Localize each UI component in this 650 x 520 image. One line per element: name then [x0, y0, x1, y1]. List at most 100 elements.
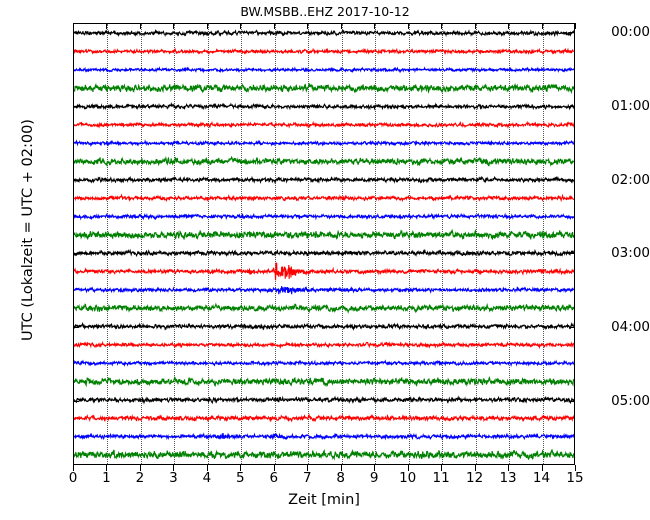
x-axis-label: Zeit [min]: [288, 492, 360, 508]
y-axis-label: UTC (Lokalzeit = UTC + 02:00): [20, 119, 36, 341]
x-tick-mark-7: [307, 465, 309, 471]
trace-0500: [74, 397, 574, 403]
y-tick-mark-right-0300: [569, 253, 575, 255]
y-tick-label-0300: 03:00: [611, 245, 650, 262]
x-tick-label-13: 13: [499, 470, 517, 486]
page-title: BW.MSBB..EHZ 2017-10-12: [240, 4, 410, 19]
gridline-minute-4: [207, 24, 209, 464]
y-tick-label-0400: 04:00: [611, 318, 650, 335]
trace-0400: [74, 324, 574, 329]
gridline-minute-7: [308, 24, 310, 464]
x-tick-label-7: 7: [302, 470, 312, 486]
y-tick-mark-0100: [73, 105, 79, 107]
x-tick-mark-top-12: [474, 23, 476, 29]
trace-0130: [74, 141, 574, 145]
trace-0015: [74, 49, 574, 53]
y-tick-mark-0500: [73, 400, 79, 402]
x-tick-label-12: 12: [466, 470, 484, 486]
x-tick-label-10: 10: [399, 470, 417, 486]
trace-0530: [74, 433, 574, 439]
gridline-minute-1: [107, 24, 109, 464]
y-tick-mark-right-0400: [569, 326, 575, 328]
x-tick-label-8: 8: [336, 470, 346, 486]
y-tick-mark-0300: [73, 253, 79, 255]
x-tick-mark-4: [206, 465, 208, 471]
trace-layer: [74, 24, 574, 464]
x-tick-mark-14: [541, 465, 543, 471]
x-tick-mark-top-10: [407, 23, 409, 29]
x-tick-mark-top-3: [173, 23, 175, 29]
x-tick-mark-top-5: [240, 23, 242, 29]
x-tick-label-3: 3: [169, 470, 178, 486]
x-tick-mark-10: [407, 465, 409, 471]
trace-0430: [74, 361, 574, 365]
gridline-minute-8: [341, 24, 343, 464]
trace-0215: [74, 195, 574, 200]
grid-layer: [74, 24, 574, 464]
x-tick-label-2: 2: [135, 470, 145, 486]
y-tick-mark-right-0000: [569, 32, 575, 34]
x-tick-label-9: 9: [369, 470, 379, 486]
y-tick-mark-0200: [73, 179, 79, 181]
gridline-minute-9: [375, 24, 377, 464]
x-tick-mark-top-2: [139, 23, 141, 29]
x-tick-mark-13: [508, 465, 510, 471]
gridline-minute-14: [542, 24, 544, 464]
trace-0330: [74, 286, 574, 294]
x-tick-mark-15: [575, 465, 576, 471]
trace-0315: [74, 263, 574, 281]
trace-0115: [74, 123, 574, 127]
x-tick-label-4: 4: [202, 470, 212, 486]
trace-0000: [74, 31, 574, 36]
x-tick-mark-12: [474, 465, 476, 471]
y-tick-label-0100: 01:00: [611, 97, 650, 114]
x-tick-mark-9: [374, 465, 376, 471]
x-tick-mark-top-4: [206, 23, 208, 29]
trace-0545: [74, 450, 574, 459]
trace-0415: [74, 342, 574, 347]
trace-0030: [74, 68, 574, 71]
x-tick-mark-top-7: [307, 23, 309, 29]
x-tick-label-1: 1: [102, 470, 111, 486]
x-tick-mark-top-14: [541, 23, 543, 29]
y-tick-mark-right-0200: [569, 179, 575, 181]
x-tick-mark-5: [240, 465, 242, 471]
x-tick-mark-top-6: [273, 23, 275, 29]
trace-0100: [74, 104, 574, 109]
gridline-minute-12: [475, 24, 477, 464]
trace-0445: [74, 377, 574, 385]
x-tick-mark-top-11: [441, 23, 443, 29]
x-tick-mark-8: [340, 465, 342, 471]
gridline-minute-10: [408, 24, 410, 464]
y-tick-mark-0000: [73, 32, 79, 34]
x-tick-mark-1: [106, 465, 108, 471]
x-tick-mark-3: [173, 465, 175, 471]
y-tick-label-0500: 05:00: [611, 392, 650, 409]
x-tick-label-14: 14: [532, 470, 551, 486]
y-tick-mark-right-0100: [569, 105, 575, 107]
x-tick-label-11: 11: [432, 470, 450, 486]
x-tick-label-15: 15: [566, 470, 584, 486]
y-tick-label-0000: 00:00: [611, 24, 650, 41]
gridline-minute-3: [174, 24, 176, 464]
y-tick-label-0200: 02:00: [611, 171, 650, 188]
trace-0200: [74, 177, 574, 182]
x-tick-mark-2: [139, 465, 141, 471]
trace-0515: [74, 415, 574, 421]
trace-0345: [74, 304, 574, 312]
trace-0300: [74, 251, 574, 256]
gridline-minute-2: [140, 24, 142, 464]
gridline-minute-5: [241, 24, 243, 464]
plot-area[interactable]: [73, 23, 575, 465]
x-tick-label-5: 5: [236, 470, 245, 486]
x-tick-mark-top-8: [340, 23, 342, 29]
trace-0045: [74, 84, 574, 92]
trace-0145: [74, 157, 574, 165]
x-tick-mark-top-13: [508, 23, 510, 29]
gridline-minute-6: [274, 24, 276, 464]
y-tick-mark-right-0500: [569, 400, 575, 402]
trace-0230: [74, 214, 574, 218]
x-tick-mark-11: [441, 465, 443, 471]
x-tick-mark-top-9: [374, 23, 376, 29]
